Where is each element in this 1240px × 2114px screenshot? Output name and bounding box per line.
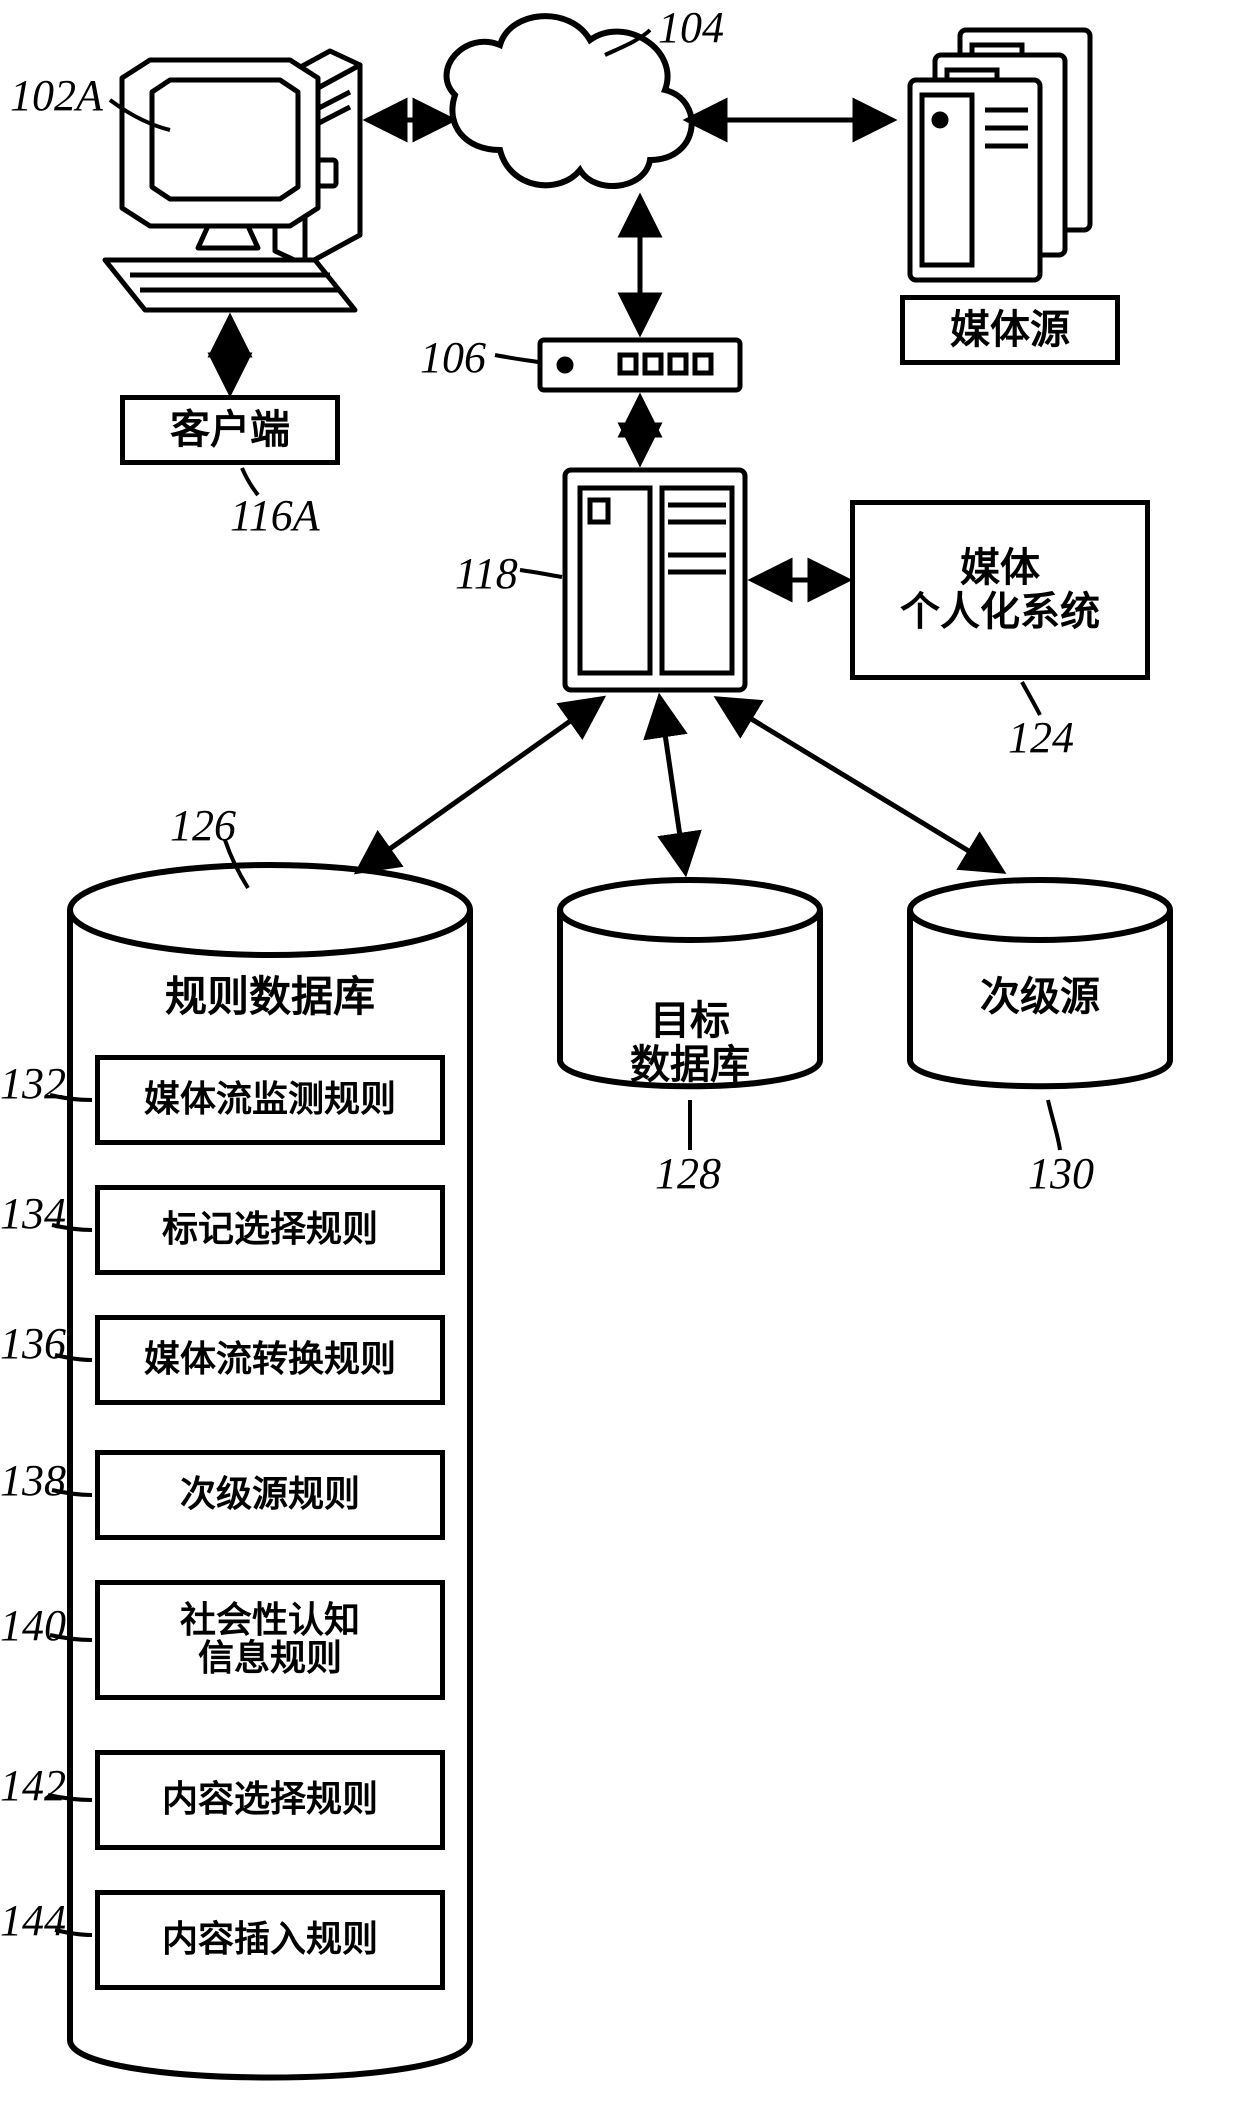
media-source-box: 媒体源 [900,295,1120,365]
ref-128: 128 [655,1148,721,1199]
ref-136: 136 [0,1318,66,1369]
personalization-label: 媒体 个人化系统 [900,546,1100,634]
leader-118 [520,570,562,577]
ref-138: 138 [0,1455,66,1506]
target-db-title: 目标 数据库 [580,955,800,1087]
computer-icon [105,51,360,310]
ref-142: 142 [0,1760,66,1811]
server-stack-icon [910,30,1090,280]
rule-132: 媒体流监测规则 [95,1055,445,1145]
arrow-server-secondary [720,700,1000,870]
rule-134: 标记选择规则 [95,1185,445,1275]
ref-134: 134 [0,1188,66,1239]
personalization-box: 媒体 个人化系统 [850,500,1150,680]
rule-144: 内容插入规则 [95,1890,445,1990]
rule-142: 内容选择规则 [95,1750,445,1850]
secondary-src-title: 次级源 [930,975,1150,1019]
cloud-icon [447,16,692,186]
ref-106: 106 [420,332,486,383]
ref-140: 140 [0,1600,66,1651]
server-icon [565,470,745,690]
rules-db-title: 规则数据库 [120,975,420,1021]
ref-102A: 102A [10,70,103,121]
leader-124 [1022,682,1040,715]
ref-126: 126 [170,800,236,851]
ref-144: 144 [0,1895,66,1946]
ref-118: 118 [455,548,518,599]
router-icon [540,340,740,390]
client-box: 客户端 [120,395,340,465]
rule-136: 媒体流转换规则 [95,1315,445,1405]
rule-140: 社会性认知 信息规则 [95,1580,445,1700]
ref-116A: 116A [230,490,320,541]
arrow-server-targetdb [660,700,685,870]
media-source-label: 媒体源 [950,308,1070,352]
client-label: 客户端 [170,408,290,452]
ref-130: 130 [1028,1148,1094,1199]
rule-138: 次级源规则 [95,1450,445,1540]
ref-132: 132 [0,1058,66,1109]
arrow-server-rulesdb [360,700,600,870]
leader-130 [1048,1100,1060,1150]
ref-124: 124 [1008,712,1074,763]
ref-104: 104 [658,2,724,53]
leader-106 [495,355,538,362]
